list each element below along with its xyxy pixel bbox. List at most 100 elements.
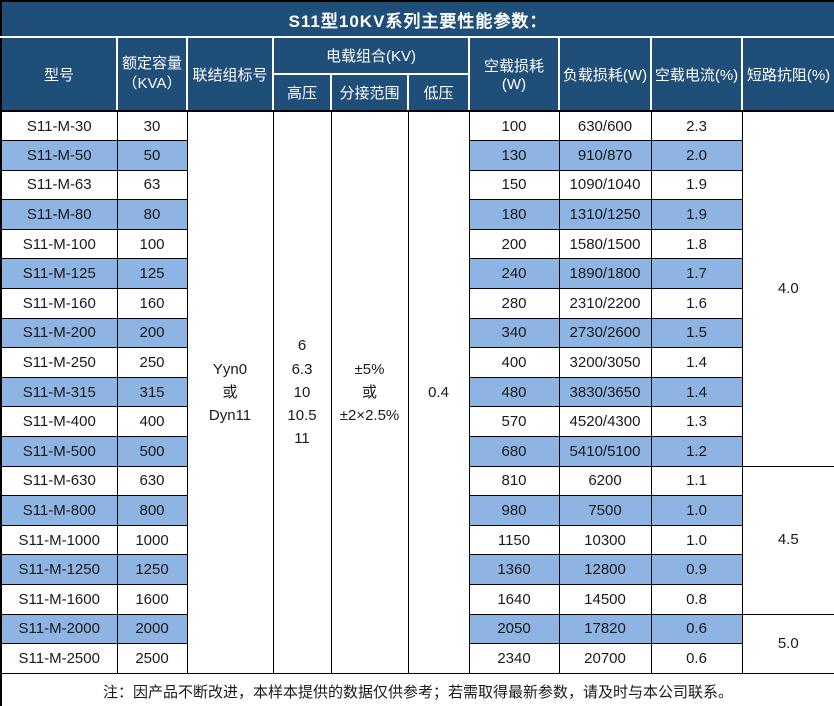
cell-model: S11-M-2500 <box>0 643 118 674</box>
cell-capacity: 250 <box>116 347 188 378</box>
table-row: S11-M-30 30 Yyn0 或 Dyn11 6 6.3 10 10.5 11 ±5… <box>0 110 834 674</box>
cell-no-load-loss: 150 <box>468 169 560 201</box>
merged-impedance-cell: 4.5 <box>741 465 834 615</box>
cell-load-loss: 1090/1040 <box>558 169 652 201</box>
cell-no-load-current: 2.3 <box>650 110 743 142</box>
cell-capacity: 800 <box>116 495 188 526</box>
cell-load-loss: 14500 <box>558 584 652 615</box>
cell-model: S11-M-1600 <box>0 584 118 615</box>
table-row: S11-M-2500 2500 2340 20700 0.6 <box>0 643 834 674</box>
cell-capacity: 500 <box>116 436 188 467</box>
cell-no-load-loss: 400 <box>468 347 560 378</box>
cell-model: S11-M-630 <box>0 465 118 497</box>
cell-no-load-current: 1.1 <box>650 465 743 497</box>
cell-load-loss: 1890/1800 <box>558 258 652 290</box>
cell-no-load-loss: 680 <box>468 436 560 467</box>
cell-load-loss: 630/600 <box>558 110 652 142</box>
col-header-lv: 低压 <box>407 73 470 112</box>
cell-load-loss: 6200 <box>558 465 652 497</box>
table-row: S11-M-400 400 570 4520/4300 1.3 <box>0 406 834 438</box>
table-row: S11-M-1250 1250 1360 12800 0.9 <box>0 554 834 585</box>
cell-no-load-current: 1.4 <box>650 347 743 378</box>
cell-no-load-loss: 570 <box>468 406 560 438</box>
capacity-label-line1: 额定容量 <box>121 54 182 72</box>
cell-load-loss: 10300 <box>558 524 652 556</box>
cell-capacity: 1000 <box>116 524 188 556</box>
merged-impedance-cell: 5.0 <box>741 613 834 674</box>
merged-hv-cell: 6 6.3 10 10.5 11 <box>272 110 332 674</box>
cell-no-load-current: 1.4 <box>650 376 743 408</box>
cell-model: S11-M-1250 <box>0 554 118 585</box>
table-row: S11-M-1600 1600 1640 14500 0.8 <box>0 584 834 615</box>
cell-no-load-current: 1.9 <box>650 199 743 230</box>
col-header-voltage-combo: 电载组合(KV) <box>272 36 470 75</box>
cell-load-loss: 4520/4300 <box>558 406 652 438</box>
cell-load-loss: 12800 <box>558 554 652 585</box>
cell-no-load-loss: 1150 <box>468 524 560 556</box>
footer-note: 注：因产品不断改进，本样本提供的数据仅供参考；若需取得最新参数，请及时与本公司联… <box>0 672 834 706</box>
table-row: S11-M-500 500 680 5410/5100 1.2 <box>0 436 834 467</box>
cell-no-load-loss: 200 <box>468 228 560 260</box>
col-header-load-loss: 负载损耗(W) <box>558 36 652 112</box>
col-header-impedance: 短路抗阻(%) <box>741 36 834 112</box>
merged-impedance-cell: 4.0 <box>741 110 834 467</box>
cell-load-loss: 910/870 <box>558 140 652 171</box>
cell-capacity: 1250 <box>116 554 188 585</box>
cell-capacity: 160 <box>116 288 188 319</box>
cell-no-load-current: 1.7 <box>650 258 743 290</box>
table-row: S11-M-160 160 280 2310/2200 1.6 <box>0 288 834 319</box>
table-row: S11-M-125 125 240 1890/1800 1.7 <box>0 258 834 290</box>
cell-no-load-current: 1.5 <box>650 317 743 349</box>
cell-no-load-loss: 180 <box>468 199 560 230</box>
cell-no-load-current: 0.8 <box>650 584 743 615</box>
cell-load-loss: 5410/5100 <box>558 436 652 467</box>
cell-no-load-current: 1.6 <box>650 288 743 319</box>
cell-no-load-loss: 240 <box>468 258 560 290</box>
cell-no-load-current: 0.6 <box>650 613 743 645</box>
col-header-model: 型号 <box>0 36 118 112</box>
cell-load-loss: 2310/2200 <box>558 288 652 319</box>
col-header-connection: 联结组标号 <box>186 36 274 112</box>
cell-capacity: 125 <box>116 258 188 290</box>
table-row: S11-M-2000 2000 2050 17820 0.6 5.0 <box>0 613 834 674</box>
page-title: S11型10KV系列主要性能参数： <box>0 0 834 38</box>
cell-capacity: 2000 <box>116 613 188 645</box>
cell-no-load-current: 1.9 <box>650 169 743 201</box>
table-row: S11-M-200 200 340 2730/2600 1.5 <box>0 317 834 349</box>
cell-no-load-loss: 130 <box>468 140 560 171</box>
cell-no-load-loss: 2050 <box>468 613 560 645</box>
cell-model: S11-M-125 <box>0 258 118 290</box>
cell-model: S11-M-50 <box>0 140 118 171</box>
cell-model: S11-M-200 <box>0 317 118 349</box>
cell-model: S11-M-800 <box>0 495 118 526</box>
merged-tap-range-cell: ±5% 或 ±2×2.5% <box>330 110 409 674</box>
cell-model: S11-M-500 <box>0 436 118 467</box>
cell-no-load-current: 1.3 <box>650 406 743 438</box>
cell-no-load-current: 1.2 <box>650 436 743 467</box>
cell-no-load-loss: 280 <box>468 288 560 319</box>
cell-capacity: 400 <box>116 406 188 438</box>
cell-model: S11-M-160 <box>0 288 118 319</box>
col-header-capacity: 额定容量 （KVA） <box>116 36 188 112</box>
col-header-tap-range: 分接范围 <box>330 73 409 112</box>
table-row: S11-M-100 100 200 1580/1500 1.8 <box>0 228 834 260</box>
table-footer: 注：因产品不断改进，本样本提供的数据仅供参考；若需取得最新参数，请及时与本公司联… <box>0 672 834 706</box>
cell-capacity: 2500 <box>116 643 188 674</box>
merged-connection-cell: Yyn0 或 Dyn11 <box>186 110 274 674</box>
cell-model: S11-M-1000 <box>0 524 118 556</box>
capacity-label-line2: （KVA） <box>122 75 182 92</box>
cell-capacity: 1600 <box>116 584 188 615</box>
cell-capacity: 200 <box>116 317 188 349</box>
cell-load-loss: 3200/3050 <box>558 347 652 378</box>
cell-model: S11-M-30 <box>0 110 118 142</box>
cell-model: S11-M-2000 <box>0 613 118 645</box>
table-row: S11-M-80 80 180 1310/1250 1.9 <box>0 199 834 230</box>
cell-no-load-loss: 1360 <box>468 554 560 585</box>
cell-model: S11-M-100 <box>0 228 118 260</box>
table-row: S11-M-800 800 980 7500 1.0 <box>0 495 834 526</box>
cell-model: S11-M-400 <box>0 406 118 438</box>
cell-no-load-loss: 2340 <box>468 643 560 674</box>
cell-no-load-current: 0.6 <box>650 643 743 674</box>
cell-capacity: 63 <box>116 169 188 201</box>
